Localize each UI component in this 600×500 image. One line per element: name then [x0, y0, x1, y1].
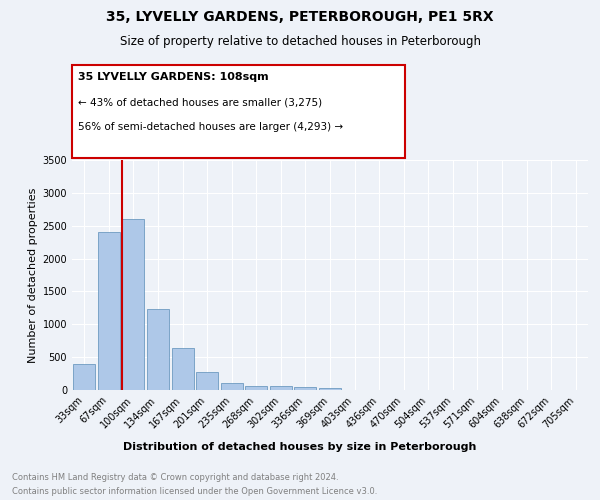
Text: ← 43% of detached houses are smaller (3,275): ← 43% of detached houses are smaller (3,… — [78, 98, 322, 108]
Bar — [196, 372, 218, 390]
Text: Contains HM Land Registry data © Crown copyright and database right 2024.: Contains HM Land Registry data © Crown c… — [12, 472, 338, 482]
Text: 35 LYVELLY GARDENS: 108sqm: 35 LYVELLY GARDENS: 108sqm — [78, 72, 269, 83]
Bar — [295, 386, 316, 390]
Text: Distribution of detached houses by size in Peterborough: Distribution of detached houses by size … — [124, 442, 476, 452]
Bar — [147, 308, 169, 390]
Text: Contains public sector information licensed under the Open Government Licence v3: Contains public sector information licen… — [12, 488, 377, 496]
Bar — [172, 348, 194, 390]
Bar — [98, 232, 120, 390]
Bar — [245, 386, 268, 390]
Bar — [122, 219, 145, 390]
Bar — [270, 386, 292, 390]
Bar — [221, 384, 243, 390]
Text: 56% of semi-detached houses are larger (4,293) →: 56% of semi-detached houses are larger (… — [78, 122, 343, 132]
Y-axis label: Number of detached properties: Number of detached properties — [28, 188, 38, 362]
Text: Size of property relative to detached houses in Peterborough: Size of property relative to detached ho… — [119, 35, 481, 48]
Text: 35, LYVELLY GARDENS, PETERBOROUGH, PE1 5RX: 35, LYVELLY GARDENS, PETERBOROUGH, PE1 5… — [106, 10, 494, 24]
Bar — [319, 388, 341, 390]
Bar — [73, 364, 95, 390]
